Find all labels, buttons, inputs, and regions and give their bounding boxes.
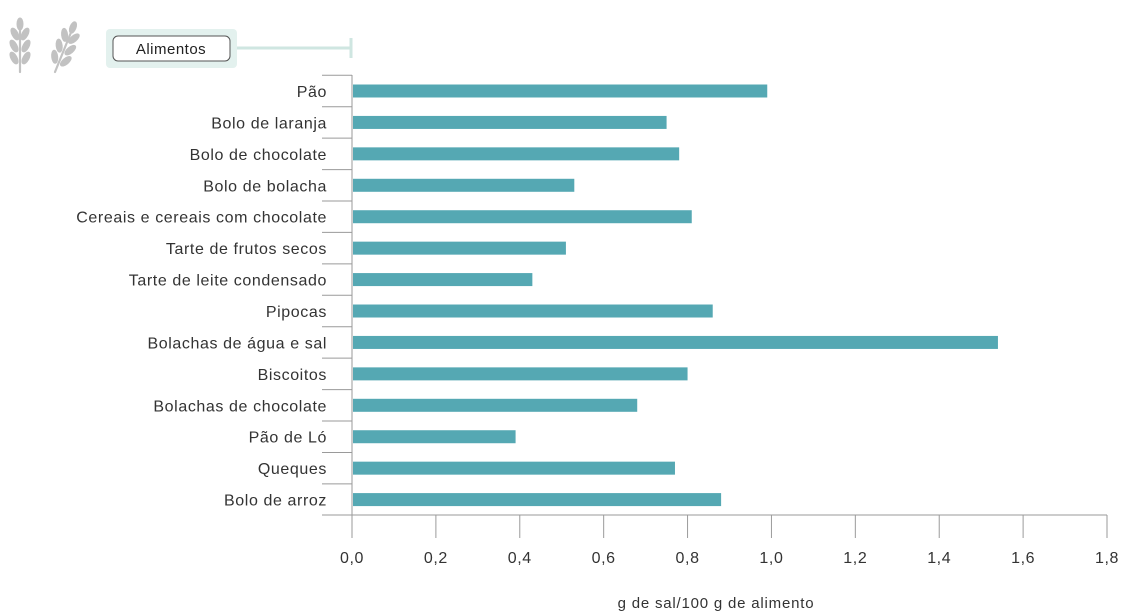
x-tick-label: 1,6 (1011, 550, 1035, 567)
x-tick-label: 0,0 (340, 550, 364, 567)
x-tick-label: 1,0 (759, 550, 783, 567)
y-tick-label: Bolo de laranja (211, 115, 327, 132)
y-tick-label: Tarte de frutos secos (166, 241, 327, 258)
y-tick-label: Cereais e cereais com chocolate (76, 210, 327, 227)
y-tick-label: Bolachas de chocolate (153, 398, 327, 415)
wheat-icon (9, 17, 80, 74)
bar (353, 115, 667, 129)
x-tick-label: 1,4 (927, 550, 951, 567)
x-tick-label: 0,2 (424, 550, 448, 567)
bar (353, 430, 516, 444)
bar (353, 210, 692, 224)
y-tick-label: Bolo de bolacha (203, 178, 327, 195)
legend-box (112, 35, 231, 62)
x-tick-label: 1,2 (843, 550, 867, 567)
legend-label: Alimentos (136, 41, 206, 58)
bar (353, 493, 722, 507)
bar (353, 147, 680, 161)
y-tick-label: Pão de Ló (249, 430, 327, 447)
y-tick-label: Pão (297, 84, 327, 101)
bar (353, 461, 675, 475)
y-tick-label: Biscoitos (258, 367, 327, 384)
y-tick-label: Bolachas de água e sal (147, 335, 327, 352)
bar (353, 335, 998, 349)
bar (353, 241, 566, 255)
category-legend: Alimentos (106, 29, 353, 68)
x-tick-label: 0,8 (676, 550, 700, 567)
x-tick-label: 0,6 (592, 550, 616, 567)
y-tick-label: Bolo de chocolate (190, 147, 327, 164)
x-tick-label: 1,8 (1095, 550, 1119, 567)
bar (353, 273, 533, 287)
bar (353, 178, 575, 192)
x-tick-label: 0,4 (508, 550, 532, 567)
y-tick-label: Pipocas (266, 304, 327, 321)
x-axis-title: g de sal/100 g de alimento (618, 595, 815, 612)
bar (353, 398, 638, 412)
bar (353, 367, 688, 381)
bar (353, 304, 713, 318)
y-tick-label: Tarte de leite condensado (129, 273, 327, 290)
y-tick-label: Bolo de arroz (224, 493, 327, 510)
bar (353, 84, 768, 98)
y-tick-label: Queques (258, 461, 327, 478)
plot-area: Pão Bolo de laranja Bolo de chocolate Bolo … (76, 74, 1119, 567)
